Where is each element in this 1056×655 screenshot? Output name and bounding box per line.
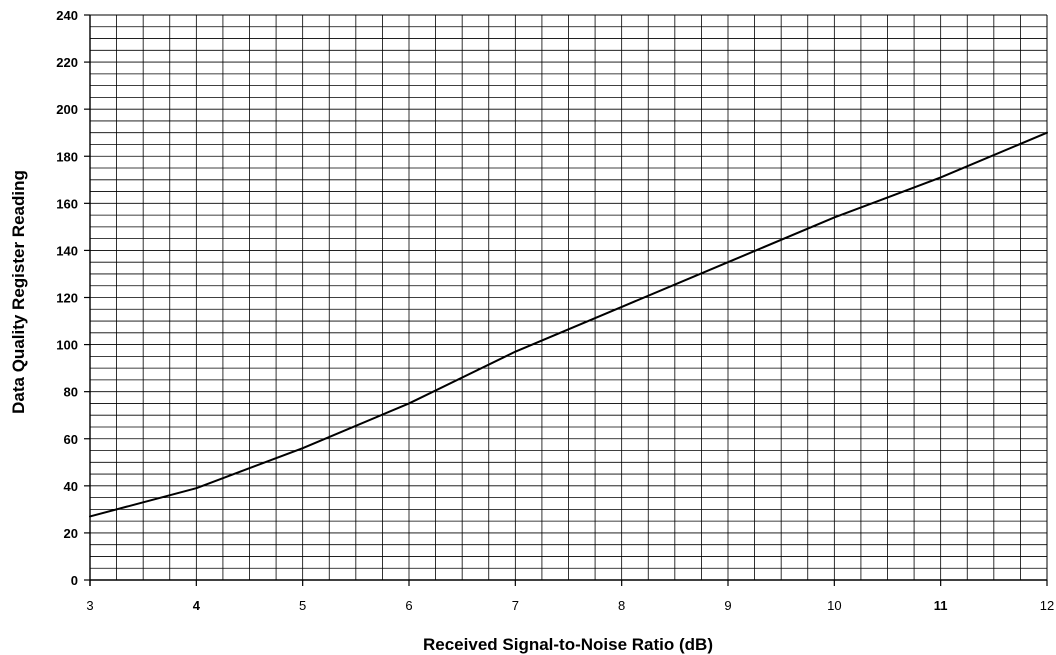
x-tick-label: 3 [86,598,93,613]
tick-labels: 0 20 40 60 80 100 120 140 160 180 200 220 240 3 4 5 6 7 8 9… [56,8,1054,613]
x-tick-label: 7 [512,598,519,613]
x-tick-label: 4 [193,598,201,613]
data-series [89,131,1048,518]
grid-lines [89,14,1048,581]
x-tick-label: 12 [1040,598,1054,613]
y-tick-label: 0 [71,573,78,588]
y-tick-label: 220 [56,55,78,70]
y-tick-label: 200 [56,102,78,117]
y-tick-label: 140 [56,243,78,258]
y-tick-label: 160 [56,196,78,211]
y-tick-label: 180 [56,149,78,164]
x-tick-label: 9 [724,598,731,613]
x-tick-label: 11 [934,598,948,613]
y-tick-label: 40 [64,479,78,494]
y-tick-label: 20 [64,526,78,541]
y-tick-label: 240 [56,8,78,23]
series-line [89,131,1048,518]
axes [84,14,1048,586]
x-axis-title: Received Signal-to-Noise Ratio (dB) [423,635,713,654]
y-tick-label: 120 [56,291,78,306]
y-tick-label: 80 [64,385,78,400]
x-tick-label: 6 [405,598,412,613]
x-tick-label: 8 [618,598,625,613]
y-tick-label: 100 [56,338,78,353]
y-tick-label: 60 [64,432,78,447]
x-tick-label: 10 [827,598,841,613]
x-tick-label: 5 [299,598,306,613]
y-axis-title: Data Quality Register Reading [9,170,28,414]
